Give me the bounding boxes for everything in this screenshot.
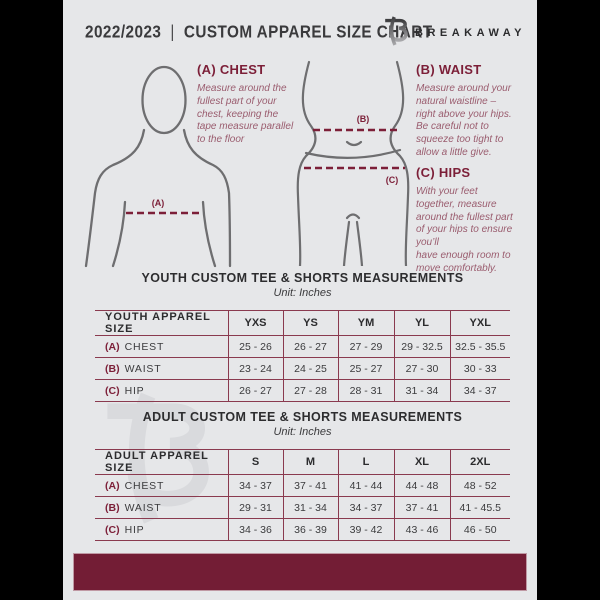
waist-instructions: Measure around your natural waistline – … (416, 83, 512, 158)
row-label: CHEST (124, 340, 165, 353)
adult-table-section: ADULT CUSTOM TEE & SHORTS MEASUREMENTS U… (95, 410, 510, 541)
table-row-adult-hip: (C) HIP 34 - 36 36 - 39 39 - 42 43 - 46 4… (95, 518, 510, 541)
cell-value: 25 - 26 (227, 335, 283, 358)
size-header-yl: YL (393, 310, 450, 336)
cell-value: 34 - 37 (337, 496, 394, 519)
cell-value: 26 - 27 (227, 379, 283, 402)
breakaway-b-icon (107, 392, 209, 524)
hips-instructions: With your feet together, measure around … (416, 186, 513, 274)
row-label: WAIST (124, 501, 162, 514)
table-row-youth-chest: (A) CHEST 25 - 26 26 - 27 27 - 29 29 - 32… (95, 335, 510, 358)
youth-size-table: YOUTH APPAREL SIZE YXS YS YM YL YXL (A) C… (95, 310, 510, 402)
adult-size-column-header: ADULT APPAREL SIZE (105, 450, 209, 474)
cell-value: 29 - 31 (227, 496, 283, 519)
title-year: 2022/2023 (85, 22, 162, 42)
youth-table-unit: Unit: Inches (273, 287, 332, 299)
youth-table-section: YOUTH CUSTOM TEE & SHORTS MEASUREMENTS U… (95, 271, 510, 402)
brand-name: BREAKAWAY (415, 27, 526, 39)
row-label: WAIST (124, 362, 162, 375)
hips-marker-label: (C) (386, 175, 399, 185)
cell-value: 41 - 44 (337, 474, 394, 497)
cell-value: 27 - 30 (393, 357, 450, 380)
adult-size-table: ADULT APPAREL SIZE S M L XL 2XL (A) CHEST… (95, 449, 510, 541)
cell-value: 24 - 25 (282, 357, 338, 380)
size-header-ym: YM (337, 310, 394, 336)
cell-value: 43 - 46 (393, 518, 450, 541)
cell-value: 27 - 29 (337, 335, 394, 358)
upper-body-figure: (A) (84, 65, 232, 268)
cell-value: 34 - 37 (449, 379, 510, 402)
title-text: CUSTOM APPAREL SIZE CHART (183, 22, 433, 42)
cell-value: 36 - 39 (282, 518, 338, 541)
adult-table-title: ADULT CUSTOM TEE & SHORTS MEASUREMENTS (142, 410, 463, 424)
table-row-youth-hip: (C) HIP 26 - 27 27 - 28 28 - 31 31 - 34 3… (95, 379, 510, 402)
lower-body-figure: (B) (C) (296, 60, 410, 266)
cell-value: 34 - 37 (227, 474, 283, 497)
brand-logo (383, 15, 411, 52)
youth-size-column-header: YOUTH APPAREL SIZE (105, 311, 211, 335)
footer-bar (73, 553, 527, 591)
size-header-yxs: YXS (227, 310, 283, 336)
size-header-yxl: YXL (449, 310, 510, 336)
breakaway-watermark-logo (98, 368, 223, 553)
size-header-ys: YS (282, 310, 338, 336)
cell-value: 34 - 36 (227, 518, 283, 541)
cell-value: 31 - 34 (282, 496, 338, 519)
cell-value: 26 - 27 (282, 335, 338, 358)
cell-value: 27 - 28 (282, 379, 338, 402)
cell-value: 29 - 32.5 (393, 335, 450, 358)
cell-value: 28 - 31 (337, 379, 394, 402)
cell-value: 37 - 41 (282, 474, 338, 497)
cell-value: 44 - 48 (393, 474, 450, 497)
figure-head-outline (141, 65, 187, 135)
table-row-youth-waist: (B) WAIST 23 - 24 24 - 25 25 - 27 27 - 30… (95, 357, 510, 380)
youth-table-title: YOUTH CUSTOM TEE & SHORTS MEASUREMENTS (141, 271, 464, 285)
row-key: (B) (105, 501, 120, 514)
cell-value: 31 - 34 (393, 379, 450, 402)
table-row-adult-chest: (A) CHEST 34 - 37 37 - 41 41 - 44 44 - 48… (95, 474, 510, 497)
cell-value: 23 - 24 (227, 357, 283, 380)
cell-value: 32.5 - 35.5 (449, 335, 510, 358)
cell-value: 25 - 27 (337, 357, 394, 380)
row-key: (B) (105, 362, 120, 375)
size-header-2xl: 2XL (449, 449, 510, 475)
cell-value: 41 - 45.5 (449, 496, 510, 519)
breakaway-b-icon (385, 16, 408, 46)
chest-marker-label: (A) (152, 198, 165, 208)
hips-heading: (C) HIPS (416, 165, 471, 180)
row-label: HIP (124, 384, 145, 397)
adult-table-header-row: ADULT APPAREL SIZE S M L XL 2XL (95, 449, 510, 475)
size-header-l: L (337, 449, 394, 475)
row-label: CHEST (124, 479, 165, 492)
cell-value: 37 - 41 (393, 496, 450, 519)
navel-mark (345, 140, 363, 147)
row-key: (C) (105, 384, 120, 397)
cell-value: 46 - 50 (449, 518, 510, 541)
chest-heading: (A) CHEST (197, 62, 266, 77)
chart-page: 2022/2023 | CUSTOM APPAREL SIZE CHART BR… (63, 0, 537, 600)
adult-table-unit: Unit: Inches (273, 426, 332, 438)
cell-value: 30 - 33 (449, 357, 510, 380)
title-divider: | (170, 22, 175, 42)
cell-value: 39 - 42 (337, 518, 394, 541)
row-label: HIP (124, 523, 145, 536)
hip-curve (304, 148, 402, 159)
size-header-s: S (227, 449, 283, 475)
table-row-adult-waist: (B) WAIST 29 - 31 31 - 34 34 - 37 37 - 41… (95, 496, 510, 519)
youth-table-header-row: YOUTH APPAREL SIZE YXS YS YM YL YXL (95, 310, 510, 336)
chest-instructions: Measure around the fullest part of your … (197, 83, 294, 146)
row-key: (A) (105, 340, 120, 353)
page-title: 2022/2023 | CUSTOM APPAREL SIZE CHART (85, 22, 433, 43)
cell-value: 48 - 52 (449, 474, 510, 497)
size-header-xl: XL (393, 449, 450, 475)
size-header-m: M (282, 449, 338, 475)
row-key: (A) (105, 479, 120, 492)
waist-heading: (B) WAIST (416, 62, 482, 77)
row-key: (C) (105, 523, 120, 536)
waist-marker-label: (B) (357, 114, 370, 124)
